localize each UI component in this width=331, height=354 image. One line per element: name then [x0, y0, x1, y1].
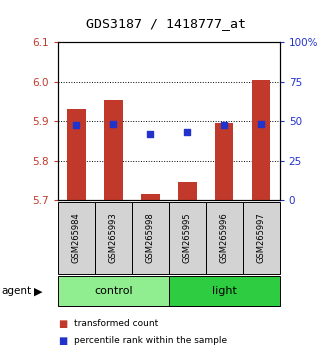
Point — [221, 122, 227, 128]
Text: transformed count: transformed count — [74, 319, 159, 329]
Bar — [178, 182, 197, 200]
FancyBboxPatch shape — [206, 202, 243, 274]
Text: percentile rank within the sample: percentile rank within the sample — [74, 336, 228, 345]
Text: GSM265984: GSM265984 — [72, 213, 81, 263]
Point — [148, 131, 153, 137]
Bar — [141, 194, 160, 200]
Text: GDS3187 / 1418777_at: GDS3187 / 1418777_at — [85, 17, 246, 30]
FancyBboxPatch shape — [243, 202, 280, 274]
Text: GSM265997: GSM265997 — [257, 213, 266, 263]
Text: agent: agent — [2, 286, 32, 296]
Text: GSM265995: GSM265995 — [183, 213, 192, 263]
FancyBboxPatch shape — [169, 276, 280, 306]
FancyBboxPatch shape — [58, 276, 169, 306]
Text: ▶: ▶ — [34, 286, 42, 296]
Point — [185, 130, 190, 135]
Text: ■: ■ — [58, 336, 67, 346]
Text: ■: ■ — [58, 319, 67, 329]
Text: GSM265996: GSM265996 — [220, 213, 229, 263]
FancyBboxPatch shape — [95, 202, 132, 274]
Point — [111, 121, 116, 126]
Text: control: control — [94, 286, 133, 296]
Text: GSM265998: GSM265998 — [146, 213, 155, 263]
Text: light: light — [212, 286, 237, 296]
Bar — [67, 109, 86, 200]
Bar — [252, 80, 270, 200]
FancyBboxPatch shape — [132, 202, 169, 274]
FancyBboxPatch shape — [58, 202, 95, 274]
Bar — [104, 99, 122, 200]
Point — [259, 121, 264, 127]
Text: GSM265993: GSM265993 — [109, 213, 118, 263]
Point — [74, 122, 79, 128]
Bar — [215, 123, 233, 200]
FancyBboxPatch shape — [169, 202, 206, 274]
